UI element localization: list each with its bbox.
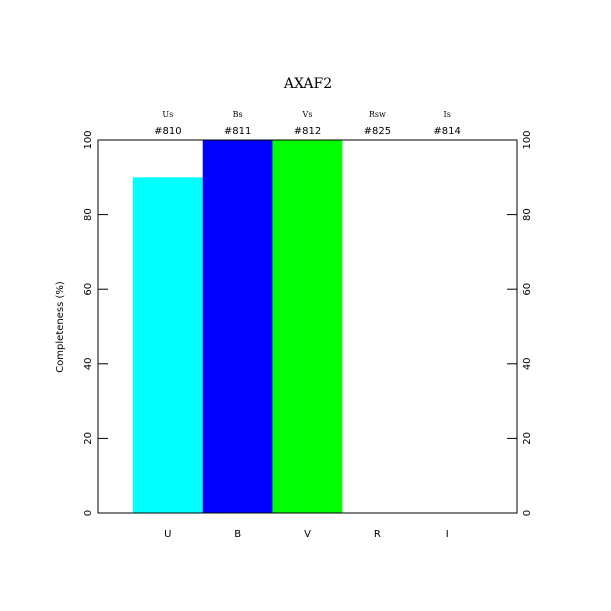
x-tick-label: B [234,529,241,540]
bar [202,140,273,513]
plot-frame [97,139,518,514]
filter-id: #812 [294,126,321,137]
filter-id: #811 [224,126,251,137]
filter-id: #810 [154,126,181,137]
filter-name: Us [162,110,173,119]
y-tick-label: 40 [83,357,94,370]
y-tick-label: 60 [83,283,94,296]
y-tick-label: 40 [522,357,533,370]
y-tick-label: 60 [522,283,533,296]
filter-name: Vs [302,110,313,119]
filter-id: #814 [433,126,460,137]
x-tick-label: V [304,529,311,540]
y-tick-label: 20 [522,432,533,445]
y-tick-label: 20 [83,432,94,445]
y-tick-label: 100 [522,130,533,149]
y-tick-label: 0 [83,510,94,516]
bar [132,177,203,514]
filter-id: #825 [364,126,391,137]
y-tick-label: 0 [522,510,533,516]
chart-title: AXAF2 [283,76,332,92]
y-tick-label: 80 [522,208,533,221]
y-tick-label: 80 [83,208,94,221]
bar [272,140,343,513]
x-tick-label: I [446,529,449,540]
filter-name: Rsw [369,110,386,119]
x-tick-label: U [164,529,171,540]
y-tick-label: 100 [83,130,94,149]
x-tick-label: R [374,529,381,540]
filter-name: Bs [233,110,243,119]
filter-name: Is [444,110,451,119]
y-axis-label: Completeness (%) [55,281,66,373]
